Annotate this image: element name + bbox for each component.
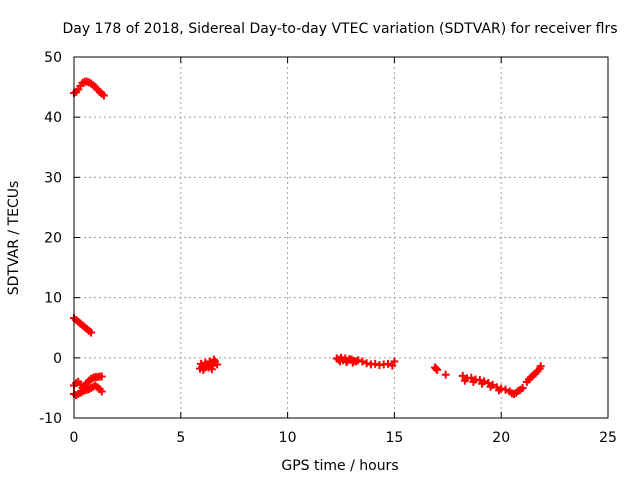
data-point — [354, 356, 363, 365]
x-tick-label: 0 — [70, 430, 79, 446]
y-tick-label: 40 — [44, 110, 62, 126]
x-tick-label: 20 — [492, 430, 510, 446]
data-point — [432, 364, 441, 373]
x-axis-label: GPS time / hours — [281, 458, 398, 474]
data-point — [441, 370, 450, 379]
data-point — [518, 383, 527, 392]
data-point — [209, 355, 218, 364]
data-point — [201, 358, 210, 367]
x-tick-label: 15 — [385, 430, 403, 446]
data-point — [458, 371, 467, 380]
data-point — [97, 387, 106, 396]
data-point — [433, 365, 442, 374]
data-point — [486, 382, 495, 391]
y-tick-label: 10 — [44, 291, 62, 307]
y-tick-label: 20 — [44, 231, 62, 247]
data-point — [199, 365, 208, 374]
x-tick-label: 5 — [176, 430, 185, 446]
data-point — [495, 386, 504, 395]
y-tick-label: 50 — [44, 50, 62, 66]
axis-ticks: 0 5 10 15 20 25 -10 0 10 20 30 40 50 — [39, 50, 617, 446]
data-point — [383, 359, 392, 368]
data-points — [70, 77, 545, 400]
data-point — [371, 359, 380, 368]
data-point — [460, 376, 469, 385]
y-tick-label: -10 — [39, 411, 62, 427]
data-point — [390, 357, 399, 366]
data-point — [99, 91, 108, 100]
data-point — [467, 373, 476, 382]
data-point — [207, 365, 216, 374]
data-point — [97, 372, 106, 381]
data-point — [348, 358, 357, 367]
y-axis-label: SDTVAR / TECUs — [6, 181, 22, 296]
data-point — [477, 379, 486, 388]
x-tick-label: 25 — [599, 430, 617, 446]
data-point — [205, 357, 214, 366]
data-point — [197, 359, 206, 368]
y-tick-label: 0 — [53, 351, 62, 367]
data-point — [358, 357, 367, 366]
data-point — [469, 377, 478, 386]
chart-title: Day 178 of 2018, Sidereal Day-to-day VTE… — [62, 21, 617, 37]
data-point — [388, 361, 397, 370]
data-point — [213, 360, 222, 369]
data-point — [536, 362, 545, 371]
y-tick-label: 30 — [44, 170, 62, 186]
x-tick-label: 10 — [279, 430, 297, 446]
data-point — [87, 328, 96, 337]
data-point — [362, 359, 371, 368]
